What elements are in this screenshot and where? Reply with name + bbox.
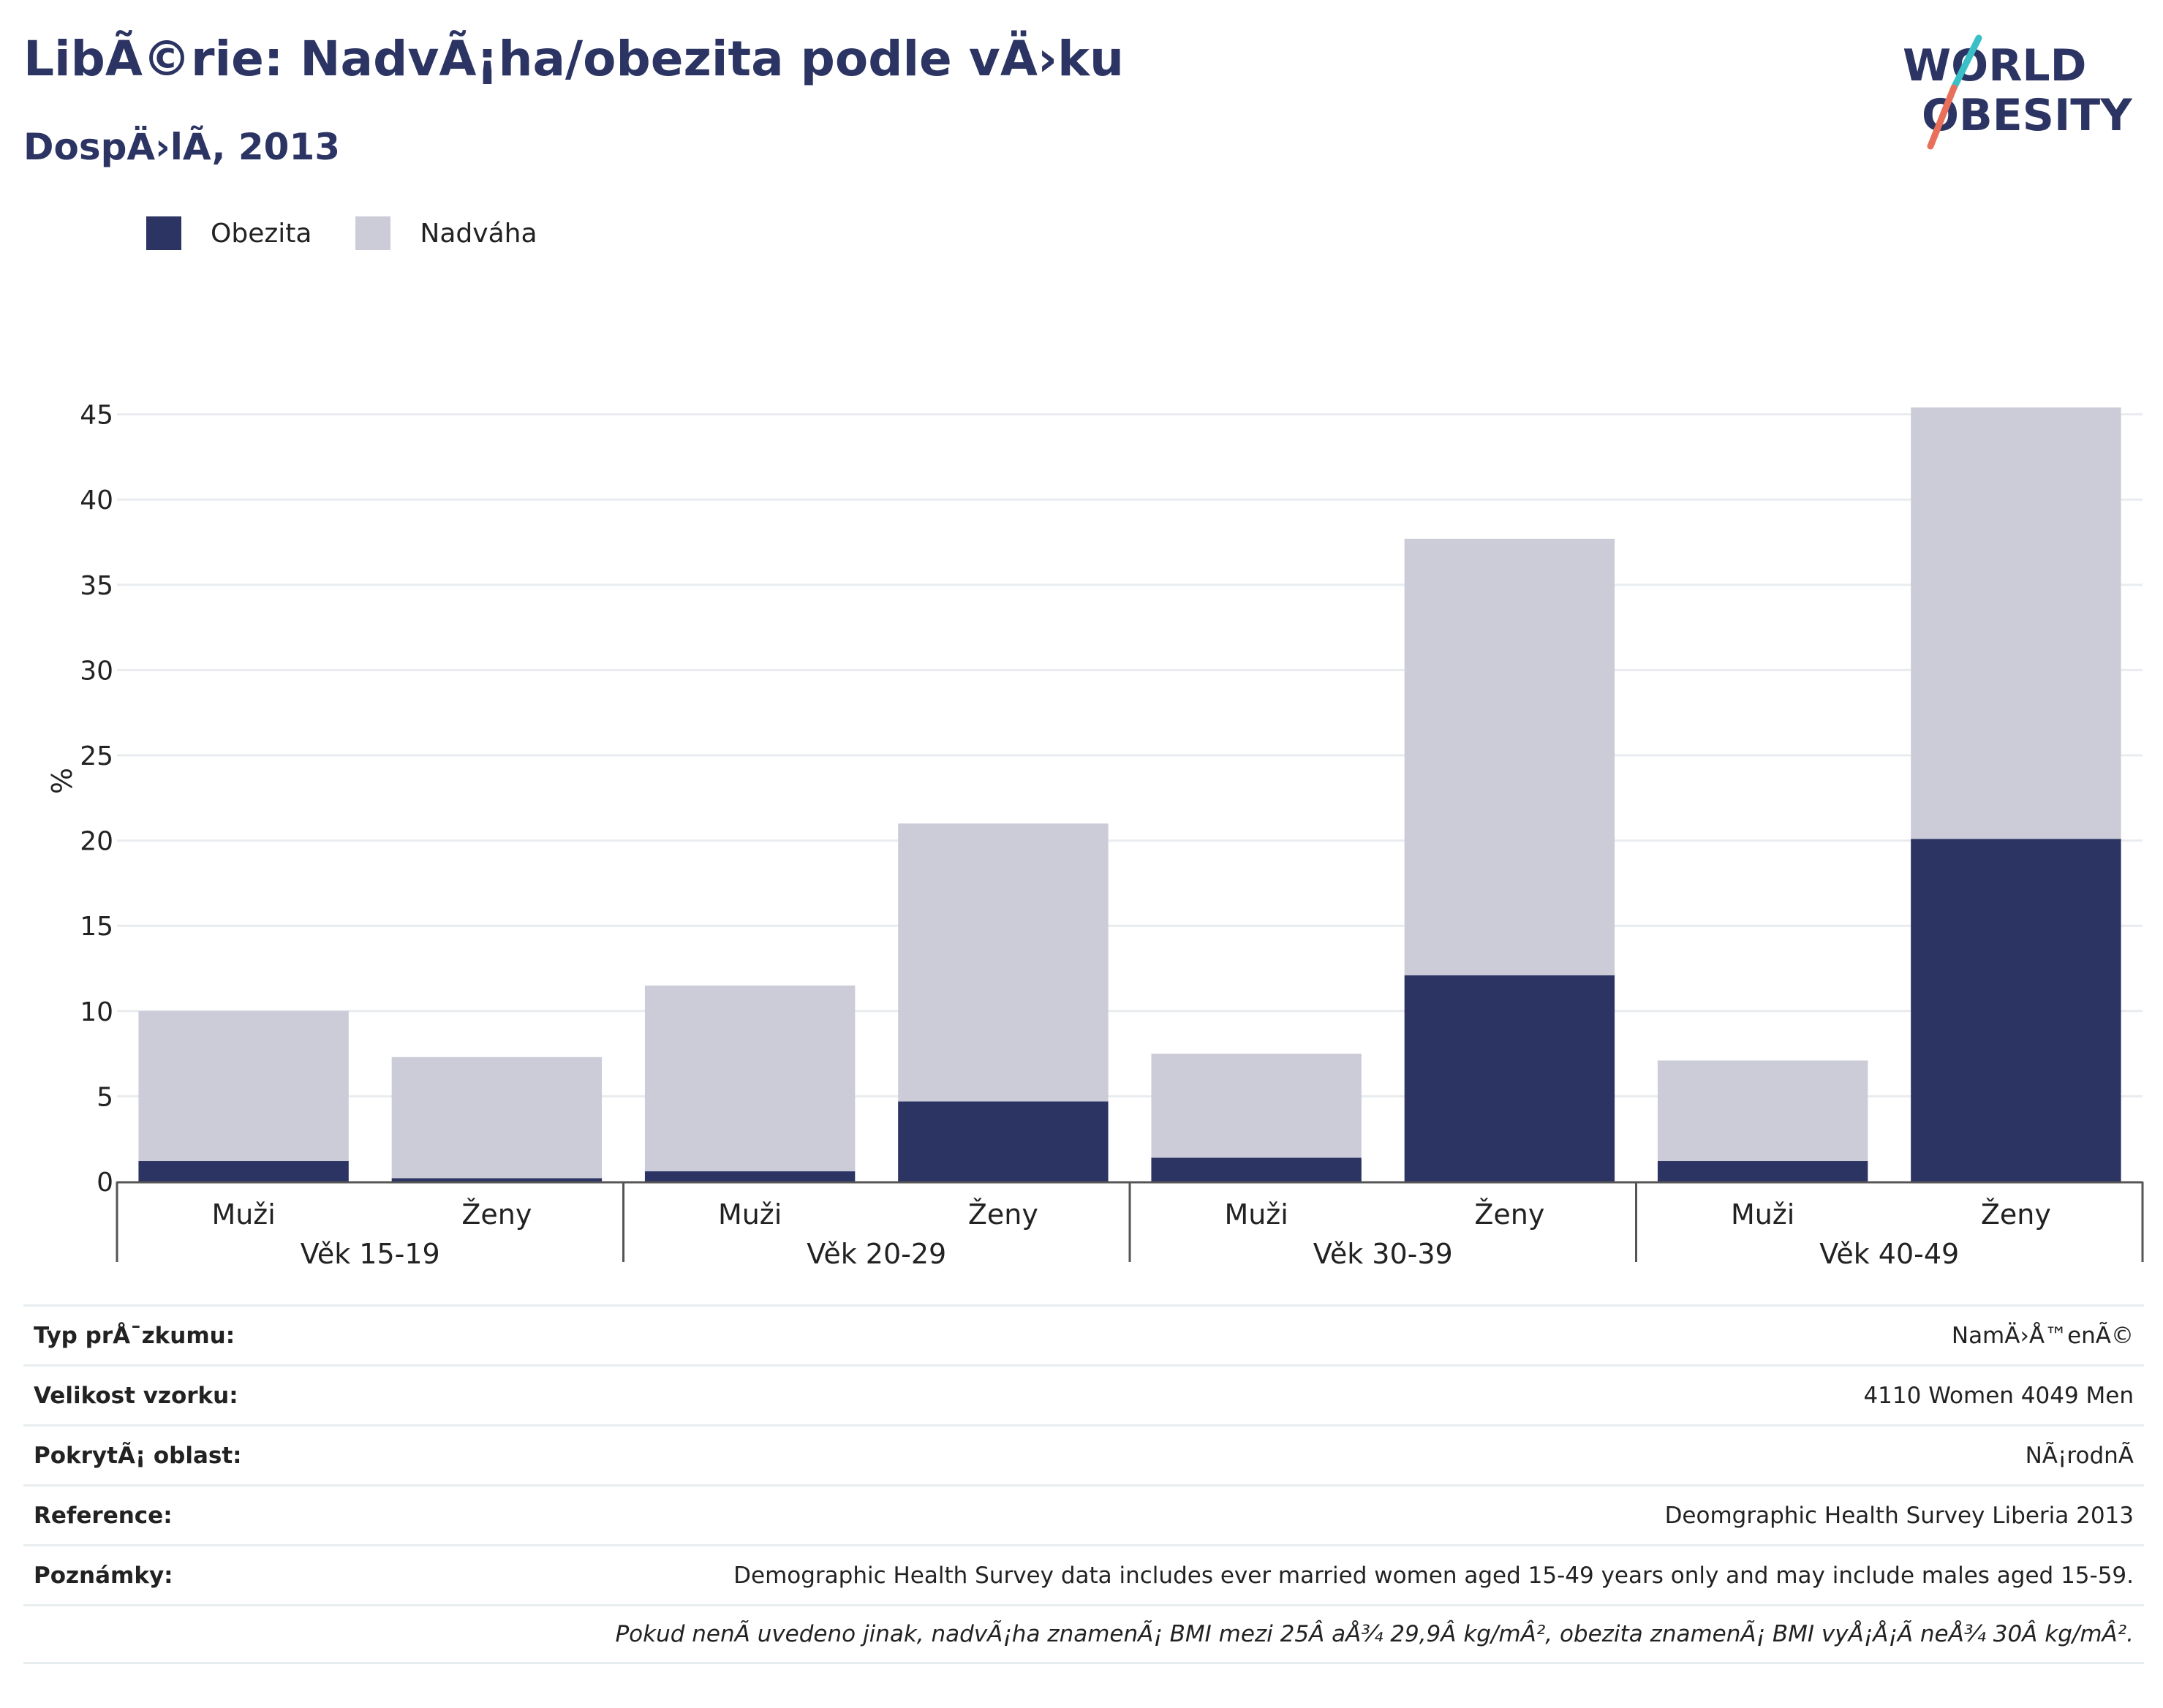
y-tick-label: 5 [97,1082,113,1112]
chart-subtitle: DospÄ›lÃ, 2013 [23,126,341,168]
bar-obezita [391,1178,603,1182]
y-tick-label: 45 [80,401,113,431]
info-row-survey-type: Typ prÅ¯zkumu: NamÄ›Å™enÃ© [23,1304,2144,1364]
info-table: Typ prÅ¯zkumu: NamÄ›Å™enÃ© Velikost vzor… [23,1304,2144,1664]
x-category-label: Ženy [1981,1198,2051,1231]
bar-obezita [1404,975,1615,1182]
info-row-reference: Reference: Deomgraphic Health Survey Lib… [23,1484,2144,1544]
bar-nadvaha [1404,538,1615,975]
info-row-notes: Poznámky: Demographic Health Survey data… [23,1544,2144,1604]
bar-obezita [1657,1161,1868,1182]
bar-obezita [898,1101,1109,1182]
x-category-label: Muži [211,1198,275,1231]
bar-nadvaha [1911,407,2121,839]
legend: Obezita Nadváha [146,216,581,250]
info-label: Typ prÅ¯zkumu: [34,1322,235,1349]
legend-item-nadvaha[interactable]: Nadváha [355,216,537,250]
info-value: Deomgraphic Health Survey Liberia 2013 [1664,1502,2134,1529]
logo-word-world: WORLD [1903,40,2086,91]
legend-swatch-obezita [146,216,181,250]
info-value: Demographic Health Survey data includes … [733,1562,2134,1589]
info-value: 4110 Women 4049 Men [1863,1382,2134,1409]
y-tick-label: 40 [80,485,113,515]
x-category-label: Ženy [1474,1198,1544,1231]
bar-obezita [138,1161,349,1182]
info-label: Velikost vzorku: [34,1382,238,1409]
x-group-label: Věk 40-49 [1819,1238,1959,1270]
bar-nadvaha [1657,1060,1868,1162]
bar-obezita [1911,839,2121,1182]
x-category-label: Ženy [461,1198,532,1231]
y-tick-label: 20 [80,827,113,857]
bar-nadvaha [644,985,856,1172]
bar-chart: 0 5 10 15 20 25 30 35 40 45% Muži Ženy Muži Ženy Muži Ž… [45,401,2144,1270]
logo-slash-teal [1950,34,1982,91]
y-tick-label: 15 [80,912,113,942]
y-tick-label: 25 [80,741,113,771]
bar-nadvaha [1151,1054,1362,1158]
y-tick-label: 10 [80,997,113,1027]
y-axis-label: % [45,768,77,794]
bar-obezita [1151,1157,1362,1182]
x-category-label: Muži [718,1198,782,1231]
legend-item-obezita[interactable]: Obezita [146,216,312,250]
info-label: Poznámky: [34,1562,173,1589]
info-label: Reference: [34,1502,173,1529]
y-tick-label: 35 [80,571,113,601]
bar-obezita [644,1171,856,1182]
bar-nadvaha [898,823,1109,1102]
bar-nadvaha [391,1057,603,1179]
legend-label-obezita: Obezita [211,218,312,249]
x-category-label: Muži [1731,1198,1794,1231]
info-value: NamÄ›Å™enÃ© [1951,1322,2134,1349]
logo-word-obesity: OBESITY [1922,90,2133,141]
y-tick-label: 30 [80,656,113,686]
x-category-label: Muži [1224,1198,1288,1231]
x-category-label: Ženy [968,1198,1038,1231]
x-group-label: Věk 20-29 [807,1238,946,1270]
info-footnote: Pokud nenÃ uvedeno jinak, nadvÃ¡ha zname… [615,1621,2134,1647]
info-row-sample-size: Velikost vzorku: 4110 Women 4049 Men [23,1364,2144,1424]
world-obesity-logo: WORLD OBESITY [1903,34,2133,150]
info-row-area: PokrytÃ¡ oblast: NÃ¡rodnÃ [23,1424,2144,1484]
legend-label-nadvaha: Nadváha [420,218,537,249]
legend-swatch-nadvaha [355,216,391,250]
info-label: PokrytÃ¡ oblast: [34,1442,242,1469]
x-group-label: Věk 30-39 [1313,1238,1453,1270]
info-row-footnote: Pokud nenÃ uvedeno jinak, nadvÃ¡ha zname… [23,1604,2144,1664]
y-tick-label: 0 [97,1168,113,1198]
chart-title: LibÃ©rie: NadvÃ¡ha/obezita podle vÄ›ku [23,31,1124,87]
x-group-label: Věk 15-19 [301,1238,440,1270]
info-value: NÃ¡rodnÃ [2025,1442,2134,1469]
bar-nadvaha [138,1010,349,1162]
logo-slash-red [1927,84,1958,150]
